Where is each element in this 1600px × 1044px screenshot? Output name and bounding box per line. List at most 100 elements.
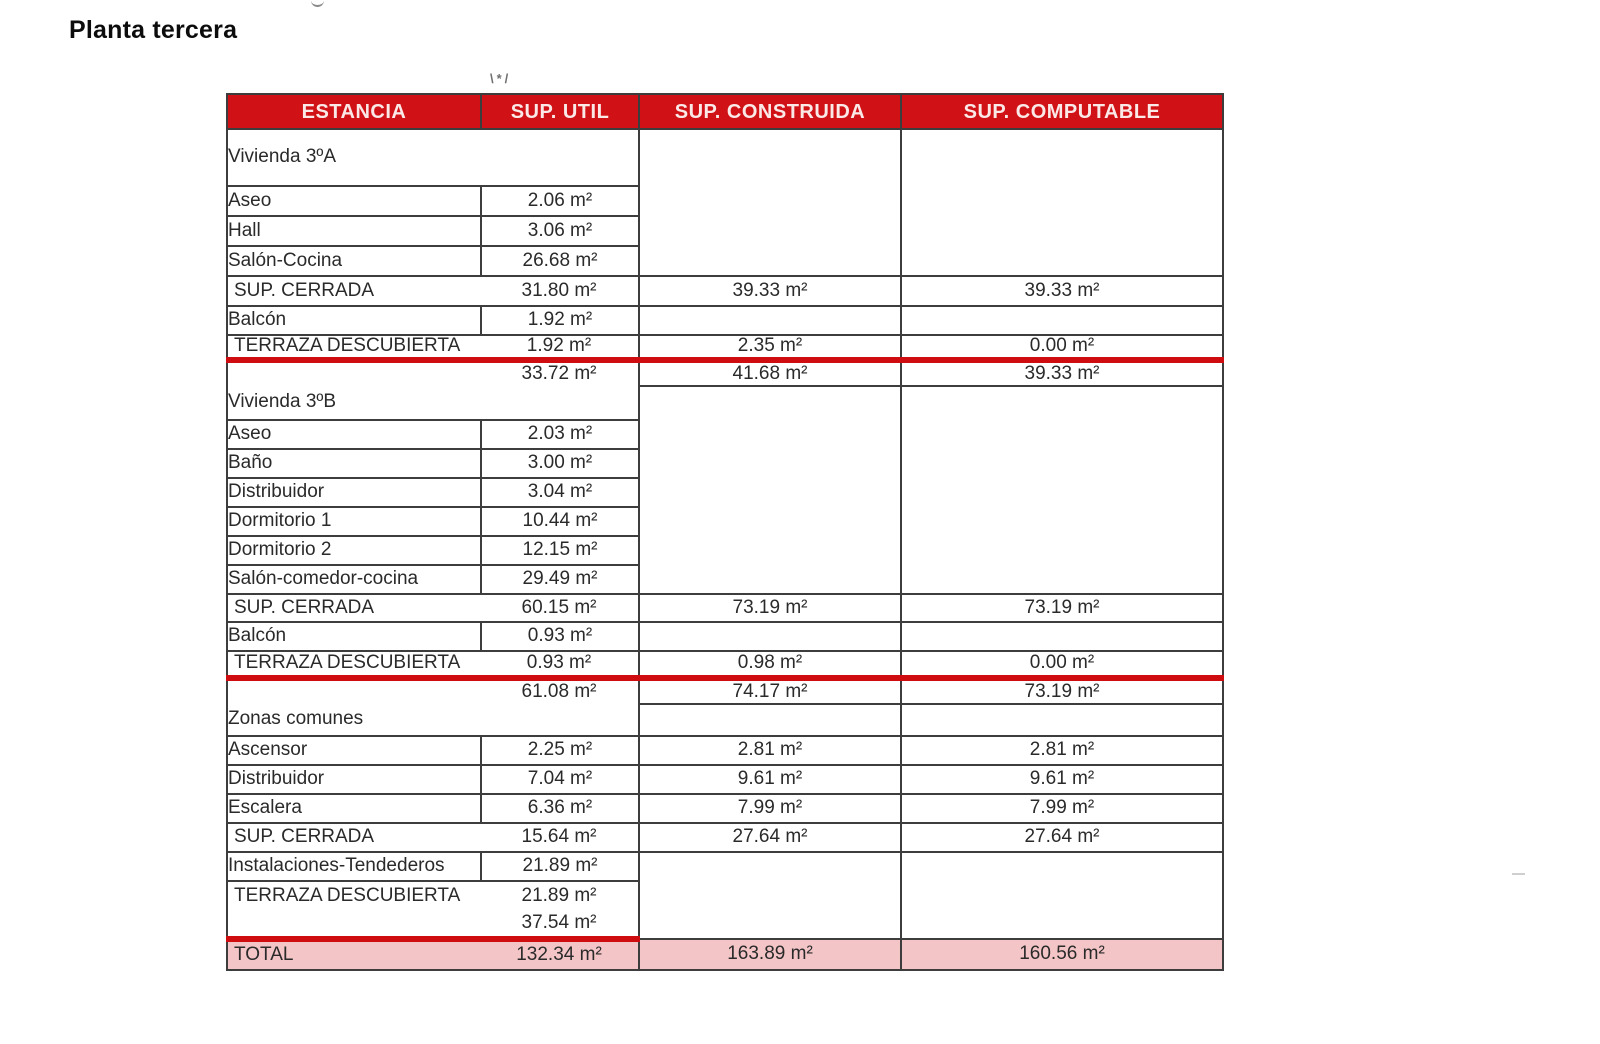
row-label: SUP. CERRADA xyxy=(234,826,375,848)
value-computable: 73.19 m² xyxy=(900,677,1224,705)
empty-cell xyxy=(900,621,1224,652)
value-computable: 27.64 m² xyxy=(900,822,1224,853)
room-label: Aseo xyxy=(226,419,482,450)
room-value-util: 0.93 m² xyxy=(480,621,640,652)
col-header-estancia: ESTANCIA xyxy=(226,93,482,130)
value-util: 21.89 m² xyxy=(521,884,597,906)
table-row: Aseo 2.06 m² xyxy=(226,185,1223,217)
terraza-row-zonas: TERRAZA DESCUBIERTA 21.89 m² xyxy=(226,880,1223,910)
empty-cell xyxy=(638,305,902,336)
value-computable: 9.61 m² xyxy=(900,764,1224,795)
room-value-util: 1.92 m² xyxy=(480,305,640,336)
room-label: Distribuidor xyxy=(226,477,482,508)
col-header-sup-computable: SUP. COMPUTABLE xyxy=(900,93,1224,130)
row-label: SUP. CERRADA xyxy=(234,596,375,618)
room-label: Ascensor xyxy=(226,735,482,766)
value-computable: 2.81 m² xyxy=(900,735,1224,766)
room-label: Dormitorio 2 xyxy=(226,535,482,566)
empty-cell xyxy=(638,851,902,940)
value-construida: 2.81 m² xyxy=(638,735,902,766)
table-row: Distribuidor 3.04 m² xyxy=(226,477,1223,508)
table-row: Dormitorio 2 12.15 m² xyxy=(226,535,1223,566)
sup-cerrada-row-viv-b: SUP. CERRADA 60.15 m² 73.19 m² 73.19 m² xyxy=(226,593,1224,623)
area-table: ESTANCIA SUP. UTIL SUP. CONSTRUIDA SUP. … xyxy=(226,93,1224,971)
total-computable: 160.56 m² xyxy=(900,938,1224,971)
terraza-cell: TERRAZA DESCUBIERTA 0.93 m² xyxy=(226,650,640,681)
sup-cerrada-cell: SUP. CERRADA 60.15 m² xyxy=(226,593,640,623)
table-row: Aseo 2.03 m² xyxy=(226,419,1223,450)
sup-cerrada-cell: SUP. CERRADA 31.80 m² xyxy=(226,275,640,307)
table-row: Balcón 0.93 m² xyxy=(226,621,1224,652)
page-title: Planta tercera xyxy=(69,16,238,44)
empty-cell xyxy=(900,703,1224,737)
col-header-sup-construida: SUP. CONSTRUIDA xyxy=(638,93,902,130)
value-construida: 9.61 m² xyxy=(638,764,902,795)
subtotal-cell: 33.72 m² xyxy=(226,359,640,386)
value-construida: 41.68 m² xyxy=(638,359,902,387)
value-util: 60.15 m² xyxy=(521,596,597,618)
room-label: Dormitorio 1 xyxy=(226,506,482,537)
terraza-cell: TERRAZA DESCUBIERTA 21.89 m² xyxy=(226,880,640,910)
room-label: Distribuidor xyxy=(226,764,482,795)
table-row: Ascensor 2.25 m² 2.81 m² 2.81 m² xyxy=(226,735,1224,766)
section-title-row-viv-b: Vivienda 3ºB xyxy=(226,385,1224,595)
value-util: 1.92 m² xyxy=(526,335,592,357)
section-title-row-zonas: Zonas comunes xyxy=(226,703,1224,737)
value-construida: 2.35 m² xyxy=(638,334,902,363)
empty-cell xyxy=(900,305,1224,336)
value-construida: 73.19 m² xyxy=(638,593,902,623)
subtotal-row-viv-b: 61.08 m² 74.17 m² 73.19 m² xyxy=(226,677,1224,705)
room-value-util: 3.04 m² xyxy=(480,477,640,508)
table-row: Instalaciones-Tendederos 21.89 m² xyxy=(226,851,1224,940)
value-construida: 0.98 m² xyxy=(638,650,902,681)
empty-cell xyxy=(638,621,902,652)
room-label: Salón-Cocina xyxy=(226,245,482,277)
total-label: TOTAL xyxy=(234,944,294,966)
room-value-util: 12.15 m² xyxy=(480,535,640,566)
room-value-util: 2.25 m² xyxy=(480,735,640,766)
scan-artifact-dash xyxy=(1512,873,1525,875)
total-construida: 163.89 m² xyxy=(638,938,902,971)
sup-cerrada-row-viv-a: SUP. CERRADA 31.80 m² 39.33 m² 39.33 m² xyxy=(226,275,1224,307)
row-label: TERRAZA DESCUBIERTA xyxy=(234,652,461,674)
scan-artifact-mark: \*/ xyxy=(490,71,512,86)
room-value-util: 2.06 m² xyxy=(480,185,640,217)
row-label: TERRAZA DESCUBIERTA xyxy=(234,335,461,357)
room-label: Instalaciones-Tendederos xyxy=(226,851,482,882)
room-label: Hall xyxy=(226,215,482,247)
room-value-util: 21.89 m² xyxy=(480,851,640,882)
room-value-util: 6.36 m² xyxy=(480,793,640,824)
room-value-util: 2.03 m² xyxy=(480,419,640,450)
col-header-sup-util: SUP. UTIL xyxy=(480,93,640,130)
room-label: Aseo xyxy=(226,185,482,217)
table-row: Escalera 6.36 m² 7.99 m² 7.99 m² xyxy=(226,793,1224,824)
empty-cell xyxy=(900,385,1224,595)
table-row: Salón-comedor-cocina 29.49 m² xyxy=(226,564,1223,595)
room-value-util: 3.00 m² xyxy=(480,448,640,479)
value-util: 33.72 m² xyxy=(521,363,597,385)
value-computable: 7.99 m² xyxy=(900,793,1224,824)
row-label: TERRAZA DESCUBIERTA xyxy=(234,884,461,906)
value-construida: 7.99 m² xyxy=(638,793,902,824)
table-row: Balcón 1.92 m² xyxy=(226,305,1224,336)
empty-cell xyxy=(900,128,1224,277)
value-computable: 73.19 m² xyxy=(900,593,1224,623)
value-util: 31.80 m² xyxy=(521,279,597,301)
value-util: 61.08 m² xyxy=(521,681,597,703)
terraza-total-row-zonas: 37.54 m² xyxy=(226,910,1223,942)
section-title-viv-b: Vivienda 3ºB xyxy=(226,386,640,421)
value-construida: 74.17 m² xyxy=(638,677,902,705)
section-title-zonas: Zonas comunes xyxy=(226,704,640,737)
room-label: Salón-comedor-cocina xyxy=(226,564,482,595)
room-label: Balcón xyxy=(226,621,482,652)
scan-artifact-top xyxy=(311,0,324,7)
empty-cell xyxy=(638,385,902,595)
table-row: Dormitorio 1 10.44 m² xyxy=(226,506,1223,537)
table-header-row: ESTANCIA SUP. UTIL SUP. CONSTRUIDA SUP. … xyxy=(226,93,1224,130)
sup-cerrada-row-zonas: SUP. CERRADA 15.64 m² 27.64 m² 27.64 m² xyxy=(226,822,1224,853)
room-value-util: 26.68 m² xyxy=(480,245,640,277)
room-value-util: 29.49 m² xyxy=(480,564,640,595)
subtotal-row-viv-a: 33.72 m² 41.68 m² 39.33 m² xyxy=(226,359,1224,387)
section-title-row-viv-a: Vivienda 3ºA xyxy=(226,128,1224,277)
